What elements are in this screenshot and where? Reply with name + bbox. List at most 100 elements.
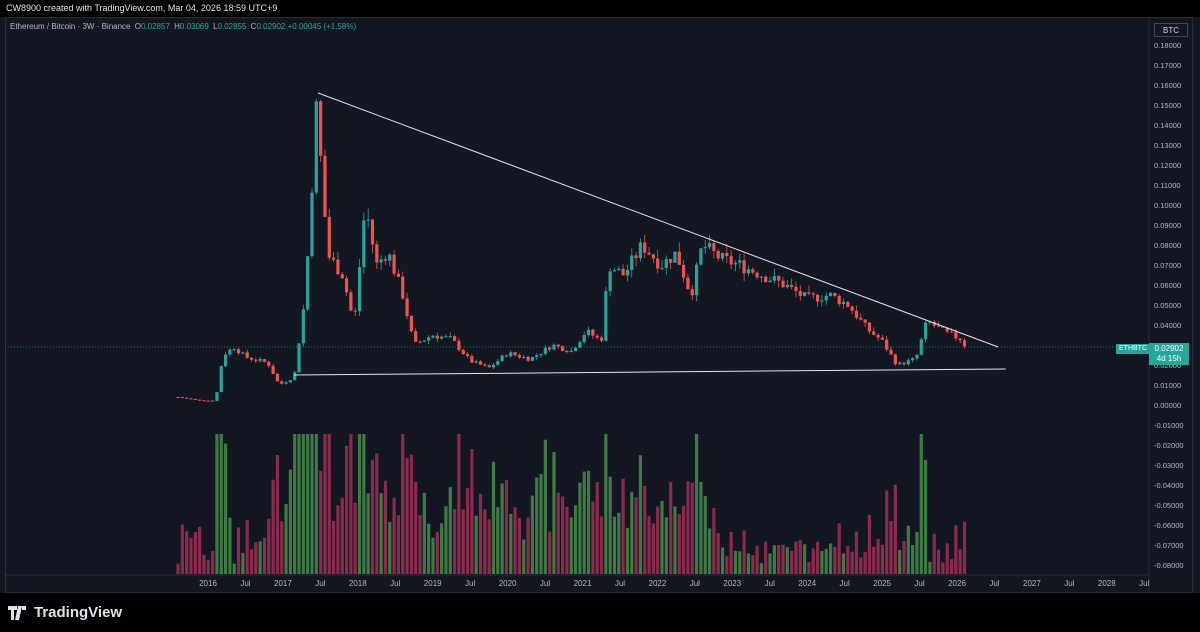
y-tick-label: 0.00000 [1154,401,1181,410]
volume-bar [872,546,876,574]
volume-bar [556,492,560,574]
chart-frame[interactable] [5,17,1193,593]
candle-body [198,399,202,401]
volume-bar [375,453,379,574]
candle-body [936,325,941,327]
brand-logo[interactable]: TradingView [8,604,122,621]
tradingview-logo-icon [8,606,26,621]
candle-body [206,400,210,402]
x-tick-label: Jul [240,579,250,588]
volume-bar [223,443,228,574]
volume-bar [284,504,288,574]
candle-body [902,362,906,365]
candle-body [872,331,876,335]
candle-body [409,315,413,332]
currency-button[interactable]: BTC [1154,23,1188,37]
volume-bar [928,561,932,574]
y-tick-label: 0.16000 [1154,81,1181,90]
candle-body [889,349,893,355]
volume-bar [919,434,923,574]
volume-bar [699,481,703,574]
x-tick-label: Jul [465,579,475,588]
candle-body [841,301,846,305]
candle-body [535,355,539,357]
candle-body [452,336,457,341]
y-tick-label: -0.08000 [1154,561,1184,570]
volume-bar [833,546,837,574]
candle-body [772,276,776,281]
volume-bar [591,501,595,574]
candle-body [470,355,474,363]
candle-body [595,335,599,338]
y-tick-label: -0.07000 [1154,541,1184,550]
candle-body [548,347,552,350]
candle-body [803,292,807,296]
volume-bar [444,506,448,574]
volume-bar [561,496,565,574]
candle-body [310,192,314,257]
volume-bar [846,545,850,574]
candle-body [733,262,738,265]
volume-bar [491,461,496,574]
volume-bar [863,552,867,574]
candle-body [401,276,405,299]
high-key: H [174,22,180,31]
price-chart[interactable]: 0.18000 0.17000 0.16000 0.15000 0.14000 0.130… [0,0,1200,593]
volume-bar [470,449,474,574]
volume-bar [807,562,811,574]
volume-bar [906,525,910,574]
candle-body [465,354,470,356]
volume-bar [336,505,340,574]
candle-body [768,280,772,283]
candle-body [621,268,625,276]
candle-body [517,355,522,358]
support-trendline [294,368,1006,376]
candle-body [254,359,258,361]
candle-body [742,260,746,274]
symbol-title[interactable]: Ethereum / Bitcoin · 3W · Binance [10,22,131,31]
volume-bar [902,541,906,574]
volume-bar [949,559,954,574]
volume-bar [180,524,184,574]
volume-bar [465,488,470,574]
candle-body [764,276,768,283]
volume-bar [608,476,612,574]
y-tick-label: 0.17000 [1154,61,1181,70]
candle-body [228,349,232,355]
volume-bar [854,531,859,574]
volume-bar [366,493,370,574]
candle-body [271,365,275,374]
x-tick-label: Jul [765,579,775,588]
volume-bar [448,487,452,574]
volume-bar [435,531,439,574]
volume-bar [643,485,647,574]
candle-body [193,398,197,400]
x-tick-label: 2025 [873,579,891,588]
y-tick-label: -0.02000 [1154,441,1184,450]
low-value: 0.02855 [217,22,247,31]
candle-body [777,276,781,281]
y-tick-label: 0.13000 [1154,141,1181,150]
candle-body [863,319,867,323]
candle-body [323,155,327,217]
volume-bar [733,550,738,574]
x-tick-label: Jul [1064,579,1074,588]
x-tick-label: Jul [840,579,850,588]
candle-body [612,270,617,272]
candle-body [915,354,919,359]
volume-bar [725,556,729,574]
low-key: L [213,22,218,31]
volume-bar [790,550,794,574]
candle-body [357,267,362,312]
volume-bar [236,527,241,574]
volume-bar [876,538,880,574]
candle-body [630,255,634,270]
volume-bar [461,509,465,574]
candle-body [211,400,215,402]
candle-body [435,335,439,339]
volume-bar [578,482,582,574]
candle-body [448,336,452,338]
y-tick-label: 0.09000 [1154,221,1181,230]
candle-body [236,349,241,354]
candle-body [370,219,375,245]
